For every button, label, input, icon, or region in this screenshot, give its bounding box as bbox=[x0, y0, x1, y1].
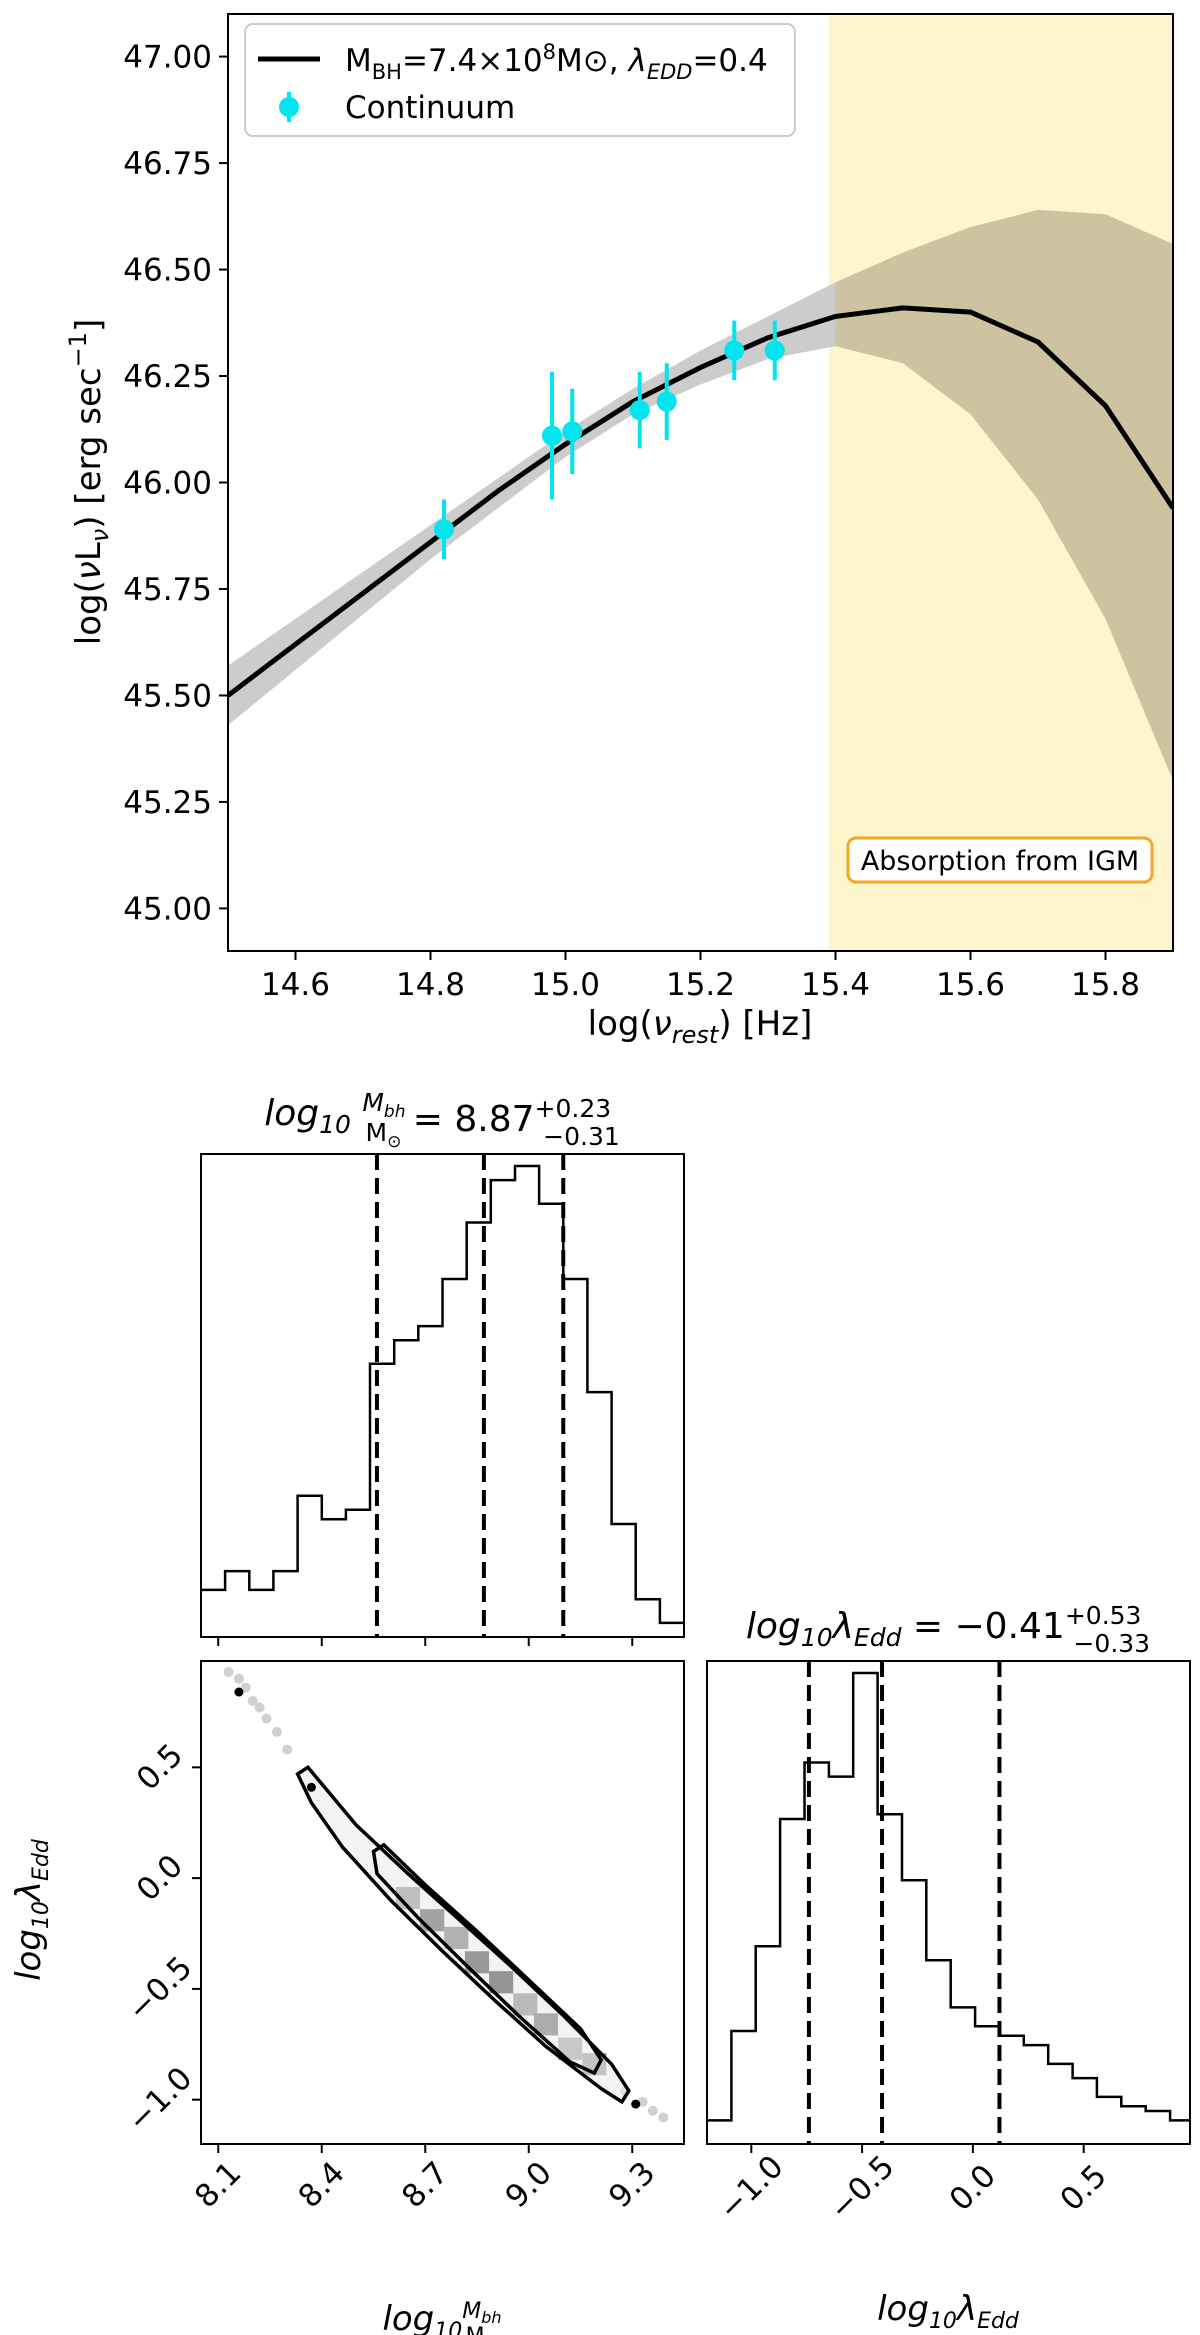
mass-x-tick-label: 8.1 bbox=[188, 2155, 248, 2215]
continuum-point bbox=[764, 340, 785, 361]
legend-label-model: MBH=7.4×108M⊙, λEDD=0.4 bbox=[345, 40, 768, 84]
legend-label-continuum: Continuum bbox=[345, 90, 515, 126]
edd-y-tick-label: 0.0 bbox=[130, 1848, 190, 1908]
mass-histogram bbox=[201, 1164, 684, 1625]
edd-x-tick-label: 0.0 bbox=[943, 2158, 1003, 2218]
mass-histogram-ticks bbox=[217, 1637, 634, 1646]
sed-y-tick-label: 46.75 bbox=[123, 146, 212, 182]
legend-box bbox=[244, 23, 796, 137]
outlier-points bbox=[234, 1687, 641, 2109]
outlier-point bbox=[306, 1782, 316, 1792]
sed-x-ticks: 14.6 14.8 15.0 15.2 15.4 15.6 15.8 bbox=[261, 951, 1140, 1003]
sed-x-tick-label: 14.6 bbox=[261, 967, 330, 1003]
edd-histogram-frame bbox=[706, 1660, 1191, 2145]
sample-point bbox=[647, 2105, 658, 2116]
mass-x-tick-label: 9.0 bbox=[499, 2155, 559, 2215]
sample-point bbox=[261, 1713, 272, 1724]
sed-x-axis-title: log(νrest) [Hz] bbox=[588, 1004, 813, 1049]
outlier-point bbox=[234, 1687, 244, 1697]
contour-inner bbox=[371, 1842, 604, 2076]
scatter-x-ticks: 8.1 8.4 8.7 9.0 9.3 bbox=[188, 2144, 662, 2215]
continuum-point bbox=[542, 425, 562, 446]
edd-x-tick-label: −1.0 bbox=[712, 2149, 791, 2228]
igm-annotation-label: Absorption from IGM bbox=[861, 846, 1139, 877]
mass-x-tick-label: 9.3 bbox=[602, 2155, 662, 2215]
sed-y-tick-label: 45.25 bbox=[123, 785, 212, 821]
legend: MBH=7.4×108M⊙, λEDD=0.4 Continuum bbox=[244, 23, 796, 137]
edd-y-tick-label: −0.5 bbox=[121, 1950, 200, 2029]
edd-histogram bbox=[707, 1671, 1190, 2122]
edd-axis-title-bottom: log10λEdd bbox=[877, 2289, 1020, 2334]
edd-y-tick-label: 0.5 bbox=[130, 1737, 190, 1797]
sed-x-tick-label: 14.8 bbox=[396, 967, 465, 1003]
edd-histogram-ticks: −1.0 −0.5 0.0 0.5 bbox=[712, 2144, 1114, 2227]
sample-point bbox=[223, 1667, 234, 1678]
sed-y-tick-label: 45.75 bbox=[123, 572, 212, 608]
sample-point bbox=[247, 1695, 258, 1706]
continuum-points bbox=[434, 320, 785, 560]
edd-x-tick-label: 0.5 bbox=[1053, 2158, 1113, 2218]
scatter-y-ticks: −1.0 −0.5 0.0 0.5 bbox=[121, 1737, 201, 2139]
edd-quantile-lines bbox=[806, 1661, 1002, 2144]
sed-x-tick-label: 15.8 bbox=[1071, 967, 1140, 1003]
continuum-point bbox=[562, 421, 583, 442]
igm-annotation-box bbox=[846, 836, 1154, 884]
sample-point bbox=[233, 1673, 244, 1684]
sample-point bbox=[271, 1726, 282, 1737]
sed-x-tick-label: 15.2 bbox=[666, 967, 735, 1003]
sample-point bbox=[254, 1702, 265, 1713]
sample-point bbox=[240, 1682, 251, 1693]
sed-y-ticks: 45.00 45.25 45.50 45.75 46.00 46.25 46.50 46.75… bbox=[123, 40, 228, 927]
continuum-point bbox=[434, 519, 454, 540]
continuum-point bbox=[656, 391, 677, 412]
model-uncertainty-band-absorbed bbox=[835, 209, 1173, 781]
continuum-point bbox=[629, 400, 650, 421]
scatter-frame bbox=[200, 1660, 685, 2145]
sed-y-tick-label: 46.00 bbox=[123, 466, 212, 502]
model-curve bbox=[228, 305, 1173, 698]
sed-panel: 14.6 14.8 15.0 15.2 15.4 15.6 15.8 45.0045.254… bbox=[64, 13, 1174, 1049]
sed-y-tick-label: 46.50 bbox=[123, 253, 212, 289]
outlier-point bbox=[631, 2099, 641, 2109]
continuum-point bbox=[724, 340, 745, 361]
mass-x-tick-label: 8.7 bbox=[395, 2155, 455, 2215]
sample-point bbox=[658, 2112, 669, 2123]
contour-outer bbox=[295, 1764, 631, 2105]
corner-plot: log10 Mbh M⊙ = 8.87+0.23 −0.31 8.1 8.4 8.7 9.… bbox=[9, 1088, 1191, 2335]
sample-point bbox=[282, 1744, 293, 1755]
sed-x-tick-label: 15.0 bbox=[531, 967, 600, 1003]
edd-title: log10λEdd = −0.41+0.53 −0.33 bbox=[746, 1601, 1150, 1658]
legend-marker-swatch bbox=[279, 97, 299, 117]
mass-quantile-lines bbox=[374, 1154, 566, 1637]
edd-axis-title-left: log10λEdd bbox=[9, 1838, 54, 1981]
sed-x-tick-label: 15.4 bbox=[801, 967, 870, 1003]
edd-x-tick-label: −0.5 bbox=[823, 2149, 902, 2228]
sed-y-tick-label: 45.00 bbox=[123, 891, 212, 927]
sed-x-tick-label: 15.6 bbox=[936, 967, 1005, 1003]
sed-y-tick-label: 47.00 bbox=[123, 40, 212, 76]
edd-y-tick-label: −1.0 bbox=[121, 2060, 200, 2139]
igm-annotation: Absorption from IGM bbox=[846, 836, 1154, 884]
mass-x-tick-label: 8.4 bbox=[292, 2155, 352, 2215]
mass-title: log10 Mbh M⊙ = 8.87+0.23 −0.31 bbox=[264, 1088, 620, 1152]
sed-y-axis-title: log(νLν) [erg sec−1] bbox=[64, 319, 114, 645]
mass-histogram-frame bbox=[200, 1153, 685, 1638]
sed-y-tick-label: 46.25 bbox=[123, 359, 212, 395]
sed-y-tick-label: 45.50 bbox=[123, 678, 212, 714]
